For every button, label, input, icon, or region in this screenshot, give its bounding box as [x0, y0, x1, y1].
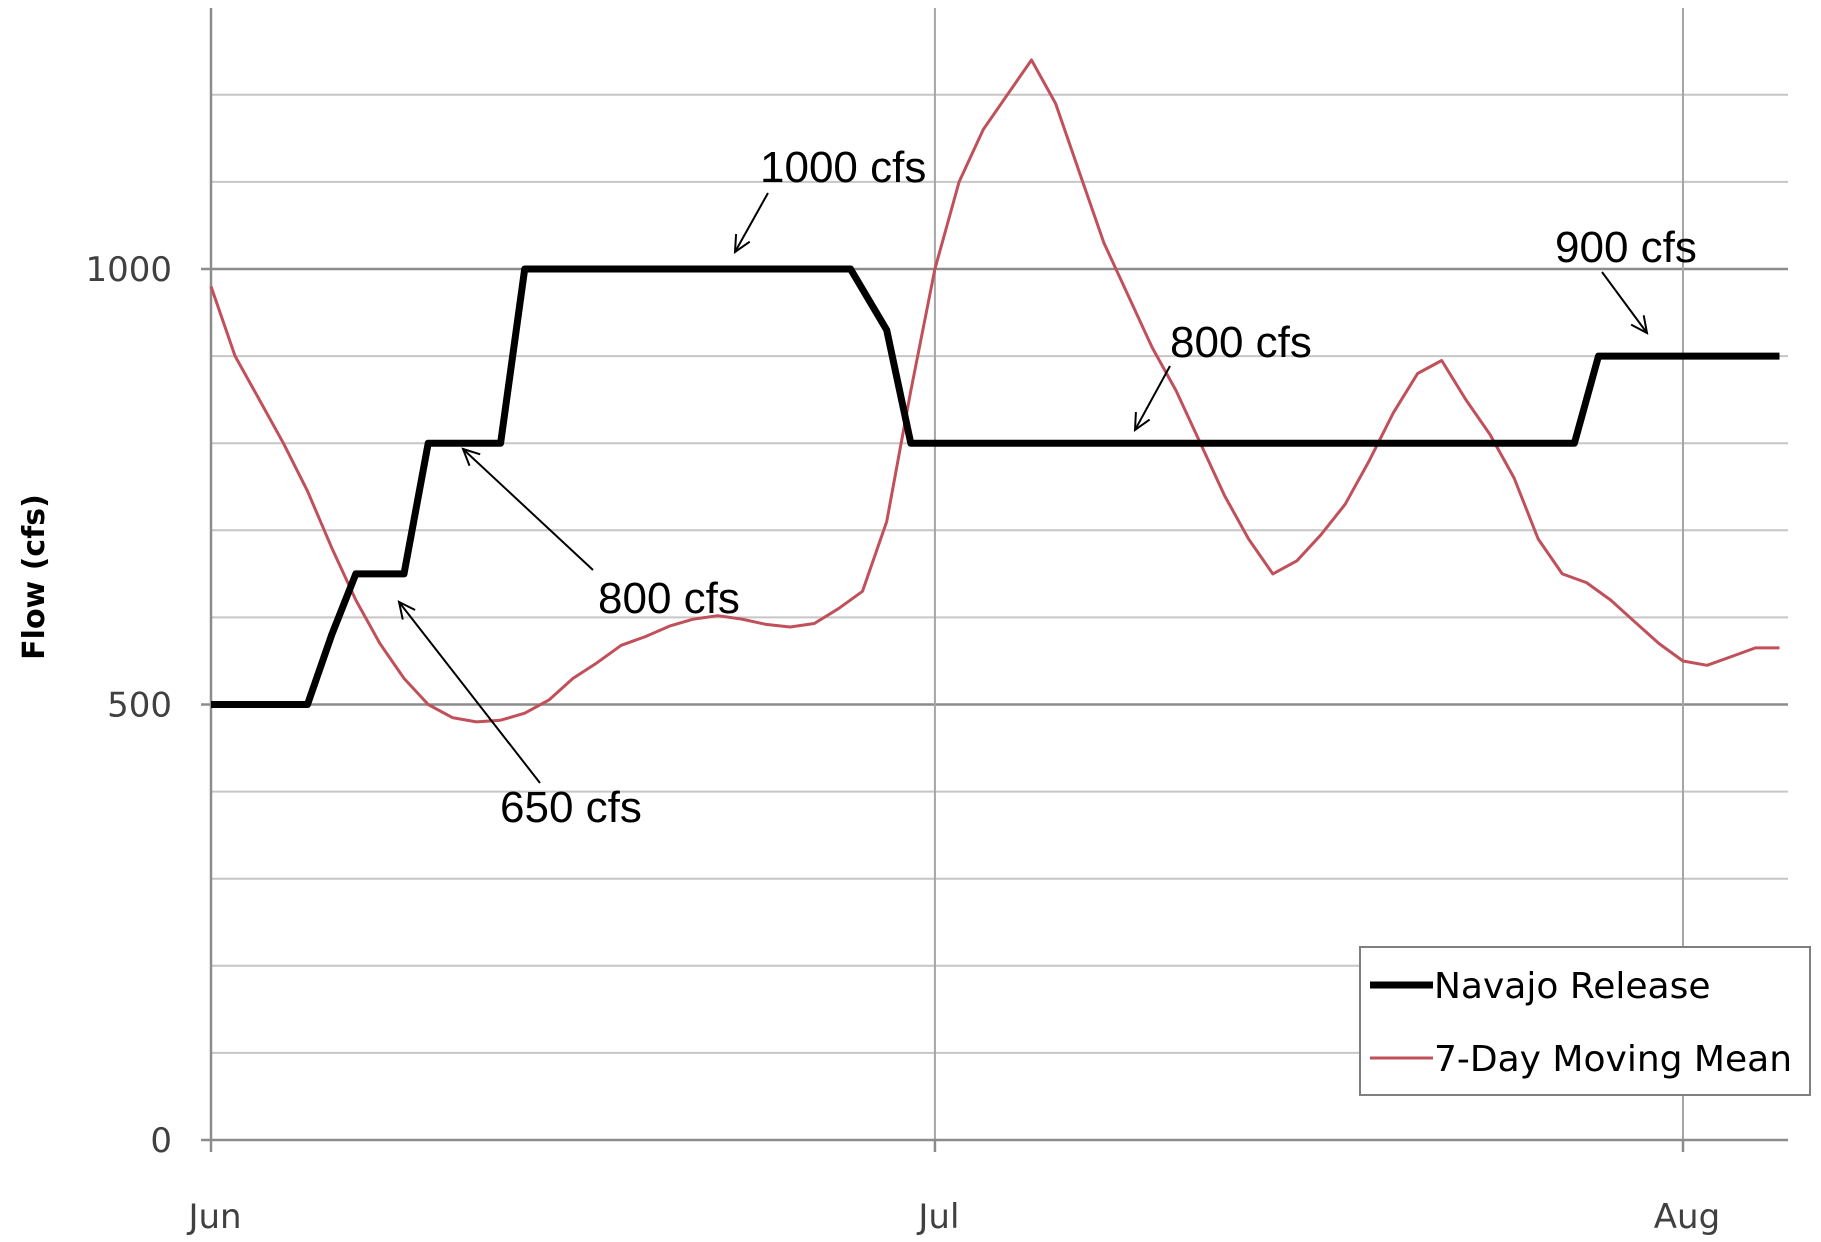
gridlines — [211, 8, 1788, 1140]
y-tick-label-1000: 1000 — [85, 250, 172, 290]
x-tick-label-jun: Jun — [186, 1197, 241, 1237]
annotation-arrow-800-cfs-1 — [462, 448, 594, 571]
x-tick-label-aug: Aug — [1654, 1197, 1720, 1237]
annotation-label-800-cfs-3: 800 cfs — [1170, 318, 1312, 367]
legend-label-navajo-release: Navajo Release — [1434, 966, 1711, 1007]
annotation-label-1000-cfs-0: 1000 cfs — [760, 143, 926, 192]
annotation-arrow-800-cfs-3 — [1134, 365, 1171, 431]
annotation-label-900-cfs-4: 900 cfs — [1555, 223, 1697, 272]
x-tick-label-jul: Jul — [916, 1197, 959, 1237]
annotation-arrow-650-cfs-2 — [398, 601, 541, 784]
annotation-arrowhead-900-cfs-4 — [1630, 315, 1649, 335]
series-lines — [209, 58, 1780, 724]
annotations: 1000 cfs 800 cfs 650 cfs 800 cfs 900 cfs — [397, 143, 1697, 832]
y-tick-label-500: 500 — [107, 686, 172, 726]
annotation-arrowhead-650-cfs-2 — [397, 600, 416, 620]
annotation-arrowhead-800-cfs-3 — [1133, 411, 1151, 433]
annotation-label-650-cfs-2: 650 cfs — [500, 783, 642, 832]
tick-labels: 0 500 1000 Jun Jul Aug — [85, 250, 1720, 1237]
legend-label-7-day-moving-mean: 7-Day Moving Mean — [1434, 1039, 1792, 1080]
annotation-arrowhead-1000-cfs-0 — [733, 233, 751, 255]
y-tick-label-0: 0 — [150, 1121, 172, 1161]
series-line-7-day-moving-mean — [209, 58, 1780, 724]
axes — [201, 8, 1788, 1152]
annotation-arrowhead-800-cfs-1 — [461, 447, 481, 467]
annotation-arrow-1000-cfs-0 — [734, 192, 769, 253]
annotation-arrow-900-cfs-4 — [1601, 271, 1648, 334]
y-axis-title: Flow (cfs) — [17, 494, 52, 660]
series-line-navajo-release — [211, 265, 1780, 708]
annotation-label-800-cfs-1: 800 cfs — [598, 574, 740, 623]
legend-box — [1359, 946, 1811, 1096]
legend: Navajo Release 7-Day Moving Mean — [1359, 946, 1811, 1096]
